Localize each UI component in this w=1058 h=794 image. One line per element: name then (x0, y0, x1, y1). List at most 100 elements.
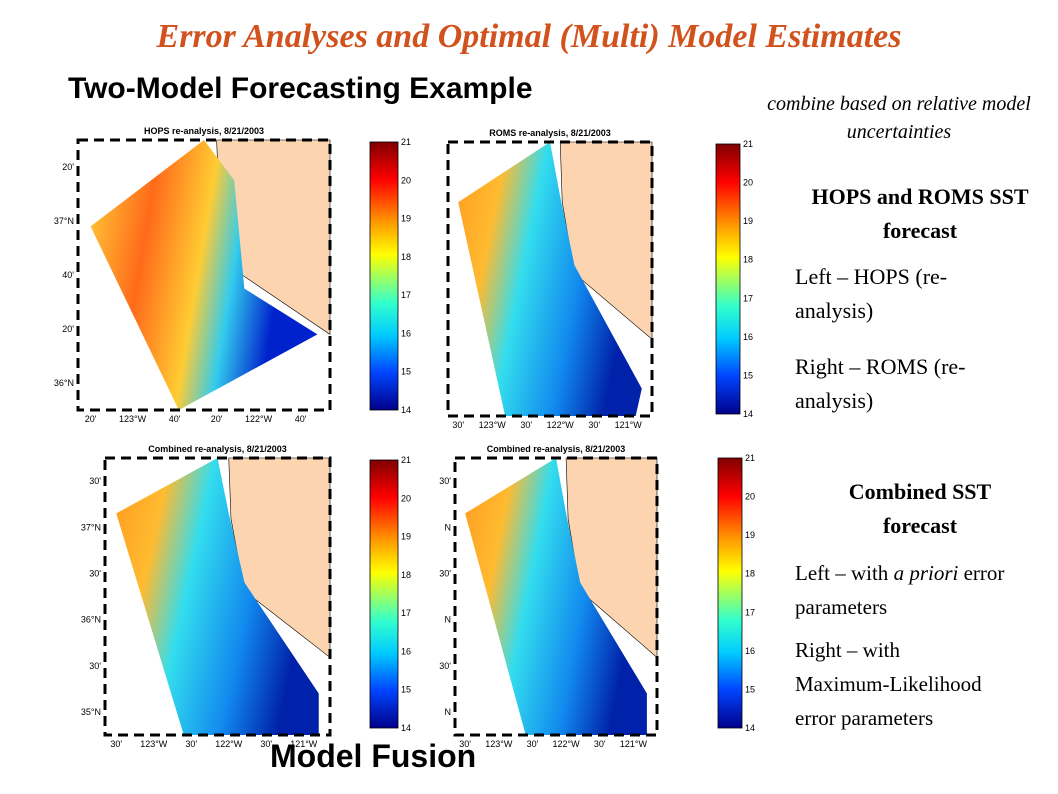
colorbar-tick-label: 16 (743, 332, 753, 342)
colorbar-tick-label: 19 (401, 214, 411, 224)
panel-title: ROMS re-analysis, 8/21/2003 (489, 128, 611, 138)
map-frame (103, 456, 332, 737)
colorbar-tick-label: 16 (401, 328, 411, 338)
colorbar (717, 457, 743, 729)
land (565, 457, 658, 659)
colorbar-tick-label: 17 (743, 293, 753, 303)
bullet: Right – ROMS (re-analysis) (795, 354, 966, 413)
colorbar-tick-label: 16 (401, 646, 411, 656)
y-tick-label: 20' (62, 162, 74, 172)
x-tick-label: 30' (185, 739, 197, 749)
colorbar-tick-label: 19 (743, 216, 753, 226)
panel-title: HOPS re-analysis, 8/21/2003 (144, 126, 264, 136)
map-panel: Combined re-analysis, 8/21/2003 30' 37°N 30… (81, 444, 411, 749)
x-tick-label: 123°W (140, 739, 168, 749)
colorbar (369, 141, 399, 411)
colorbar-tick-label: 21 (745, 453, 755, 463)
colorbar-tick-label: 21 (743, 139, 753, 149)
x-tick-label: 30' (527, 739, 539, 749)
map-panel: HOPS re-analysis, 8/21/2003 20' 37°N 40' 20'… (54, 126, 411, 424)
colorbar-tick-label: 15 (745, 684, 755, 694)
x-tick-label: 122°W (215, 739, 243, 749)
colorbar-tick-label: 20 (745, 492, 755, 502)
x-tick-label: 30' (594, 739, 606, 749)
y-tick-label: 36°N (54, 378, 74, 388)
colorbar-tick-label: 21 (401, 137, 411, 147)
colorbar-tick-label: 19 (745, 530, 755, 540)
colorbar-tick-label: 15 (401, 367, 411, 377)
x-tick-label: 30' (588, 420, 600, 430)
y-tick-label: 35°N (81, 707, 101, 717)
note: combine based on relative model uncertai… (767, 93, 1031, 143)
x-tick-label: 123°W (485, 739, 513, 749)
panel-title: Combined re-analysis, 8/21/2003 (487, 444, 626, 454)
subtitle: Two-Model Forecasting Example (68, 72, 533, 105)
x-tick-label: 20' (211, 414, 223, 424)
colorbar-tick-label: 14 (401, 723, 411, 733)
ocean-field (458, 142, 642, 416)
colorbar-tick-label: 20 (743, 178, 753, 188)
x-tick-label: 30' (110, 739, 122, 749)
y-tick-label: 30' (439, 476, 451, 486)
x-tick-label: 30' (260, 739, 272, 749)
x-tick-label: 30' (459, 739, 471, 749)
y-tick-label: 30' (89, 661, 101, 671)
map-frame (453, 456, 659, 737)
colorbar-tick-label: 18 (401, 252, 411, 262)
map-frame (76, 138, 332, 412)
text: a priori (893, 561, 959, 585)
text: error parameters (795, 561, 1005, 619)
panel-title: Combined re-analysis, 8/21/2003 (148, 444, 287, 454)
colorbar-tick-label: 14 (745, 723, 755, 733)
x-tick-label: 30' (452, 420, 464, 430)
x-tick-label: 40' (169, 414, 181, 424)
map-panel: ROMS re-analysis, 8/21/2003 30' 123°W 30' 12… (446, 128, 753, 430)
y-tick-label: N (445, 522, 452, 532)
colorbar-tick-label: 19 (401, 532, 411, 542)
colorbar-tick-label: 20 (401, 175, 411, 185)
y-tick-label: 40' (62, 270, 74, 280)
text: Left – with (795, 561, 894, 585)
y-tick-label: 30' (89, 568, 101, 578)
x-tick-label: 121°W (290, 739, 318, 749)
map-frame (446, 140, 654, 418)
x-tick-label: 20' (85, 414, 97, 424)
ocean-field (90, 140, 318, 410)
map-panel: Combined re-analysis, 8/21/2003 30' N 30' N 3… (439, 444, 755, 749)
ocean-field (465, 458, 647, 735)
section-heading: HOPS and ROMS SST forecast (811, 184, 1029, 243)
x-tick-label: 123°W (119, 414, 147, 424)
colorbar-tick-label: 18 (745, 569, 755, 579)
ocean-field (116, 458, 319, 735)
colorbar-tick-label: 17 (401, 608, 411, 618)
land (559, 141, 653, 340)
bullet: Left – with a priori error parameters (795, 556, 1035, 624)
colorbar-tick-label: 17 (745, 607, 755, 617)
y-tick-label: 30' (439, 661, 451, 671)
colorbar-tick-label: 18 (401, 570, 411, 580)
y-tick-label: 30' (89, 476, 101, 486)
colorbar-tick-label: 15 (401, 685, 411, 695)
colorbar-tick-label: 14 (743, 409, 753, 419)
colorbar-tick-label: 15 (743, 370, 753, 380)
colorbar-tick-label: 20 (401, 493, 411, 503)
section-heading: Combined SST forecast (848, 479, 992, 538)
y-tick-label: N (445, 707, 452, 717)
fusion-label: Model Fusion (270, 738, 477, 774)
slide-title: Error Analyses and Optimal (Multi) Model… (156, 18, 902, 55)
colorbar (715, 143, 741, 415)
x-tick-label: 121°W (615, 420, 643, 430)
y-tick-label: 37°N (81, 522, 101, 532)
y-tick-label: N (445, 615, 452, 625)
y-tick-label: 37°N (54, 216, 74, 226)
x-tick-label: 122°W (547, 420, 575, 430)
x-tick-label: 30' (520, 420, 532, 430)
colorbar-tick-label: 18 (743, 255, 753, 265)
y-tick-label: 36°N (81, 615, 101, 625)
x-tick-label: 123°W (479, 420, 507, 430)
y-tick-label: 20' (62, 324, 74, 334)
x-tick-label: 122°W (553, 739, 581, 749)
colorbar-tick-label: 14 (401, 405, 411, 415)
